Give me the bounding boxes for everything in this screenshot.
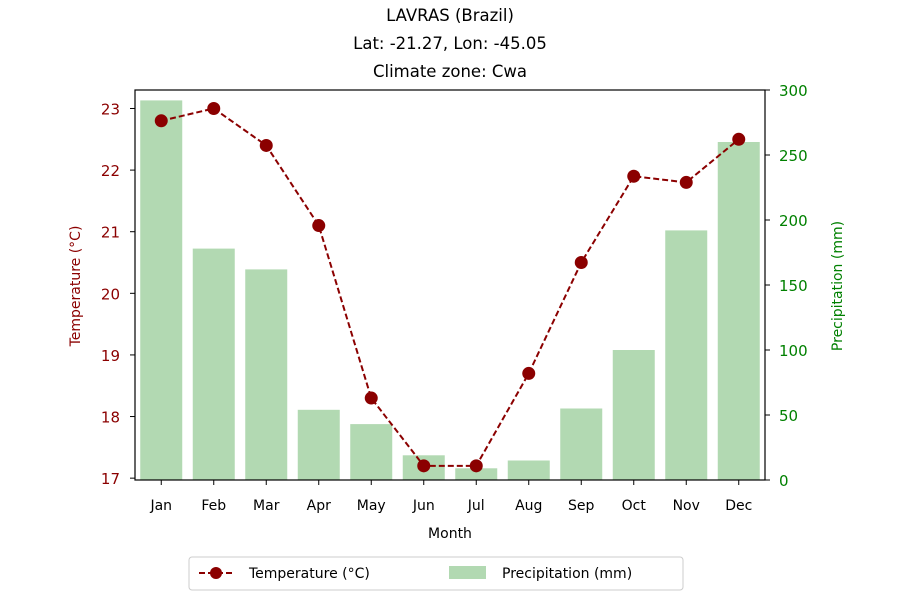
precipitation-bar-jan — [140, 100, 183, 481]
x-tick-label: Oct — [622, 498, 647, 514]
temperature-point-jan — [154, 114, 168, 128]
y-left-tick-label: 20 — [101, 285, 120, 303]
precipitation-bar-jul — [455, 468, 498, 480]
legend-temperature-marker — [210, 567, 222, 579]
axis-labels: Month Temperature (°C) Precipitation (mm… — [68, 221, 846, 542]
precipitation-bar-may — [350, 424, 393, 480]
temperature-point-sep — [574, 256, 588, 270]
precipitation-bar-oct — [612, 350, 655, 480]
temperature-point-apr — [312, 219, 326, 233]
y-left-tick-label: 19 — [101, 347, 120, 365]
y-left-tick-label: 21 — [101, 224, 120, 242]
axes: Jan Feb Mar Apr May Jun Jul Aug Sep Oct Nov Dec 17 18… — [101, 82, 808, 514]
legend-precipitation-label: Precipitation (mm) — [502, 566, 632, 582]
x-tick-label: Jan — [149, 498, 172, 514]
legend-temperature-label: Temperature (°C) — [248, 566, 370, 582]
precipitation-bar-apr — [297, 409, 340, 480]
title-line-2: Lat: -21.27, Lon: -45.05 — [353, 34, 547, 53]
precipitation-bar-mar — [245, 269, 288, 480]
x-axis-label: Month — [428, 526, 472, 542]
y-right-tick-label: 0 — [779, 472, 789, 490]
precipitation-bar-sep — [560, 408, 603, 480]
y-left-tick-label: 22 — [101, 162, 120, 180]
legend: Temperature (°C) Precipitation (mm) — [188, 556, 684, 591]
y-left-tick-label: 18 — [101, 409, 120, 427]
y-axis-label-left: Temperature (°C) — [68, 226, 84, 348]
precipitation-bar-nov — [665, 230, 708, 480]
temperature-series-line — [161, 107, 740, 467]
x-tick-label: May — [357, 498, 386, 514]
x-tick-label: Aug — [515, 498, 542, 514]
temperature-point-may — [364, 391, 378, 405]
x-tick-label: Dec — [725, 498, 752, 514]
y-right-tick-label: 250 — [779, 147, 808, 165]
temperature-point-oct — [627, 169, 641, 183]
x-tick-label: Apr — [307, 498, 331, 514]
legend-precipitation-swatch — [449, 566, 486, 579]
x-tick-label: Jun — [412, 498, 435, 514]
chart-title: LAVRAS (Brazil) Lat: -21.27, Lon: -45.05… — [353, 6, 547, 81]
temperature-point-mar — [259, 138, 273, 152]
temperature-point-jun — [417, 459, 431, 473]
x-tick-label: Nov — [673, 498, 700, 514]
temperature-point-feb — [207, 101, 221, 115]
x-tick-label: Jul — [467, 498, 485, 514]
temperature-point-aug — [522, 366, 536, 380]
y-left-tick-label: 23 — [101, 100, 120, 118]
y-right-tick-label: 50 — [779, 407, 798, 425]
x-tick-label: Feb — [201, 498, 226, 514]
precipitation-bar-dec — [717, 142, 760, 480]
temperature-point-nov — [679, 175, 693, 189]
temperature-point-dec — [732, 132, 746, 146]
y-axis-label-right: Precipitation (mm) — [830, 221, 846, 351]
y-right-tick-label: 200 — [779, 212, 808, 230]
y-right-tick-label: 150 — [779, 277, 808, 295]
precipitation-bar-feb — [192, 248, 235, 480]
x-tick-label: Mar — [253, 498, 280, 514]
precipitation-bar-aug — [507, 460, 550, 480]
y-right-tick-label: 300 — [779, 82, 808, 100]
y-right-tick-label: 100 — [779, 342, 808, 360]
title-line-3: Climate zone: Cwa — [373, 62, 527, 81]
x-tick-label: Sep — [568, 498, 595, 514]
y-left-tick-label: 17 — [101, 470, 120, 488]
legend-box — [188, 556, 684, 591]
precipitation-bars — [140, 100, 760, 481]
title-line-1: LAVRAS (Brazil) — [386, 6, 514, 25]
temperature-line — [154, 101, 746, 473]
temperature-point-jul — [469, 459, 483, 473]
